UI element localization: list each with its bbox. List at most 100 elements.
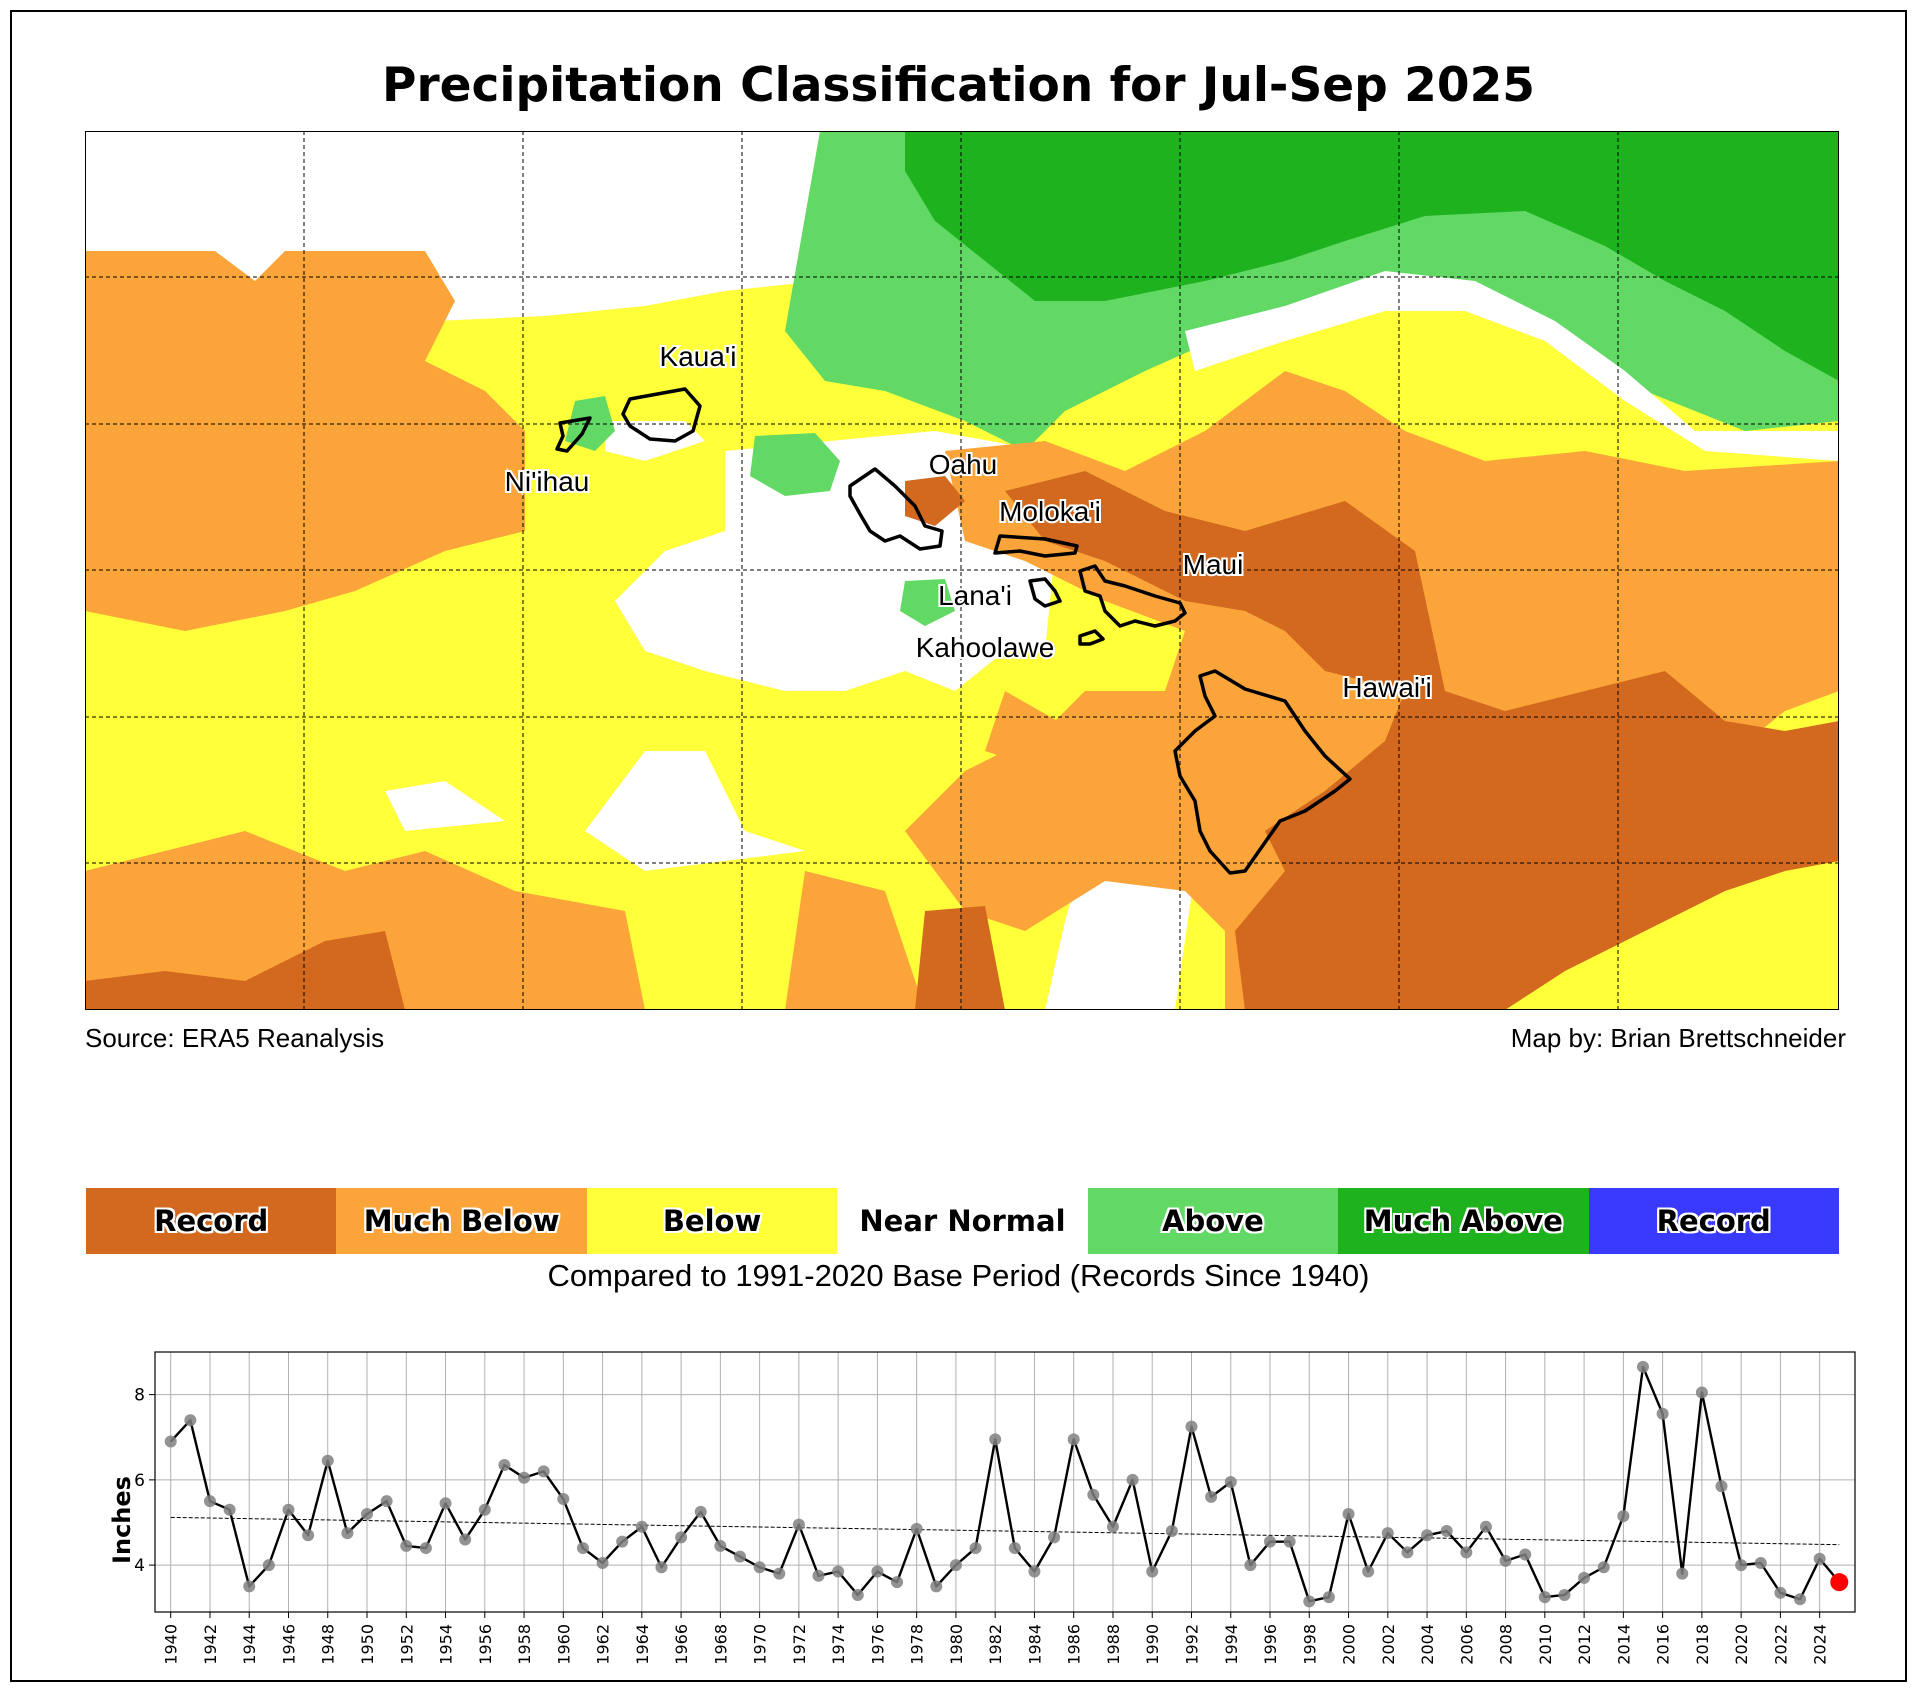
chart-point (380, 1495, 393, 1508)
chart-x-tick-label: 2012 (1575, 1624, 1594, 1665)
chart-point (1421, 1529, 1434, 1542)
chart-point (871, 1565, 884, 1578)
region-near-normal-ne (1185, 271, 1839, 461)
chart-point (1146, 1565, 1159, 1578)
chart-x-tick-label: 1980 (947, 1624, 966, 1665)
chart-point (733, 1550, 746, 1563)
chart-x-tick-label: 2018 (1693, 1624, 1712, 1665)
chart-x-tick-label: 1994 (1222, 1624, 1241, 1665)
chart-point (361, 1507, 374, 1520)
region-record-low-sw (85, 906, 1005, 1010)
region-near-normal-south (385, 751, 1195, 1010)
label-lanai: Lana'i (938, 580, 1012, 611)
chart-x-tick-label: 1944 (240, 1624, 259, 1665)
chart-point-latest (1830, 1573, 1849, 1592)
page-title: Precipitation Classification for Jul-Sep… (382, 58, 1535, 113)
legend-item-label: Near Normal (859, 1204, 1066, 1238)
chart-point (1381, 1527, 1394, 1540)
island-maui-outline (1078, 564, 1187, 628)
legend-item-4: Above (1087, 1188, 1339, 1254)
map-border (85, 131, 1839, 1010)
island-kahoolawe-outline (1078, 629, 1105, 646)
chart-x-tick-label: 1992 (1182, 1624, 1201, 1665)
chart-x-tick-label: 2024 (1811, 1624, 1830, 1665)
chart-x-tick-label: 2010 (1536, 1624, 1555, 1665)
chart-point (1165, 1525, 1178, 1538)
legend-item-label: Much Below (363, 1204, 560, 1238)
chart-point (1048, 1531, 1061, 1544)
chart-point (1538, 1591, 1551, 1604)
legend-item-label: Much Above (1363, 1204, 1563, 1238)
chart-point (1106, 1520, 1119, 1533)
chart-point (1008, 1542, 1021, 1555)
legend-item-label: Record (154, 1204, 269, 1238)
chart-point (1126, 1473, 1139, 1486)
legend-item-label: Record (1656, 1204, 1771, 1238)
legend-item-0: Record (86, 1188, 337, 1254)
chart-x-tick-label: 1962 (594, 1624, 613, 1665)
chart-point (989, 1433, 1002, 1446)
chart-point (949, 1559, 962, 1572)
chart-trendline (170, 1516, 1840, 1546)
chart-point (184, 1414, 197, 1427)
chart-point (596, 1556, 609, 1569)
chart-x-tick-label: 2004 (1418, 1624, 1437, 1665)
chart-point (1224, 1476, 1237, 1488)
chart-point (400, 1539, 413, 1552)
chart-point (459, 1533, 472, 1546)
region-above-center (750, 433, 955, 626)
chart-x-tick-label: 1986 (1065, 1624, 1084, 1665)
chart-x-tick-label: 2008 (1497, 1624, 1516, 1665)
chart-x-tick-label: 1942 (201, 1624, 220, 1665)
island-hawaii-outline (1173, 669, 1352, 875)
chart-point (1578, 1571, 1591, 1584)
legend-caption: Compared to 1991-2020 Base Period (Recor… (547, 1258, 1370, 1293)
chart-point (419, 1542, 432, 1555)
chart-point (1636, 1360, 1649, 1373)
chart-point (223, 1503, 236, 1516)
island-outlines (555, 387, 1352, 875)
chart-point (910, 1522, 923, 1535)
chart-point (1499, 1554, 1512, 1567)
source-credit: Source: ERA5 Reanalysis (85, 1023, 385, 1053)
region-much-below-south (85, 691, 1075, 1010)
chart-point (675, 1531, 688, 1544)
chart-x-tick-label: 2006 (1457, 1624, 1476, 1665)
region-much-above (905, 131, 1839, 381)
chart-point (1479, 1520, 1492, 1533)
chart-point (557, 1493, 570, 1506)
region-much-below-west (85, 251, 525, 631)
chart-point (518, 1471, 531, 1484)
chart-x-tick-label: 1974 (829, 1624, 848, 1665)
precip-time-series-chart: 1940 1942 1944 1946 1948 1950 1952 1954 1956 1958… (108, 1351, 1856, 1665)
chart-point (891, 1576, 904, 1589)
island-oahu-outline (848, 467, 944, 551)
chart-point (1362, 1565, 1375, 1578)
chart-point (1401, 1546, 1414, 1559)
chart-x-tick-label: 1990 (1143, 1624, 1162, 1665)
map-gridlines (85, 131, 1839, 1010)
label-molokai: Moloka'i (999, 496, 1101, 527)
chart-x-tick-label: 1952 (397, 1624, 416, 1665)
classification-legend: Record Much Below Below Near Normal Above Muc… (86, 1188, 1839, 1254)
label-hawaii: Hawai'i (1342, 672, 1431, 703)
chart-point (478, 1503, 491, 1516)
chart-x-tick-label: 1968 (711, 1624, 730, 1665)
chart-point (537, 1465, 550, 1478)
chart-series-line (169, 1365, 1841, 1603)
chart-point (714, 1539, 727, 1552)
label-kauai: Kaua'i (660, 341, 737, 372)
chart-point (498, 1458, 511, 1471)
legend-item-label: Above (1162, 1204, 1264, 1238)
label-oahu: Oahu (929, 449, 998, 480)
legend-item-5: Much Above (1338, 1188, 1589, 1254)
chart-points (164, 1360, 1849, 1608)
chart-point (1695, 1386, 1708, 1399)
chart-point (243, 1580, 256, 1593)
chart-x-tick-labels: 1940 1942 1944 1946 1948 1950 1952 1954 1956 1958… (162, 1612, 1830, 1665)
island-lanai-outline (1028, 577, 1062, 608)
chart-x-tick-label: 1954 (437, 1624, 456, 1665)
chart-x-tick-label: 1998 (1300, 1624, 1319, 1665)
chart-point (1264, 1535, 1277, 1548)
chart-series-polyline (169, 1365, 1841, 1603)
